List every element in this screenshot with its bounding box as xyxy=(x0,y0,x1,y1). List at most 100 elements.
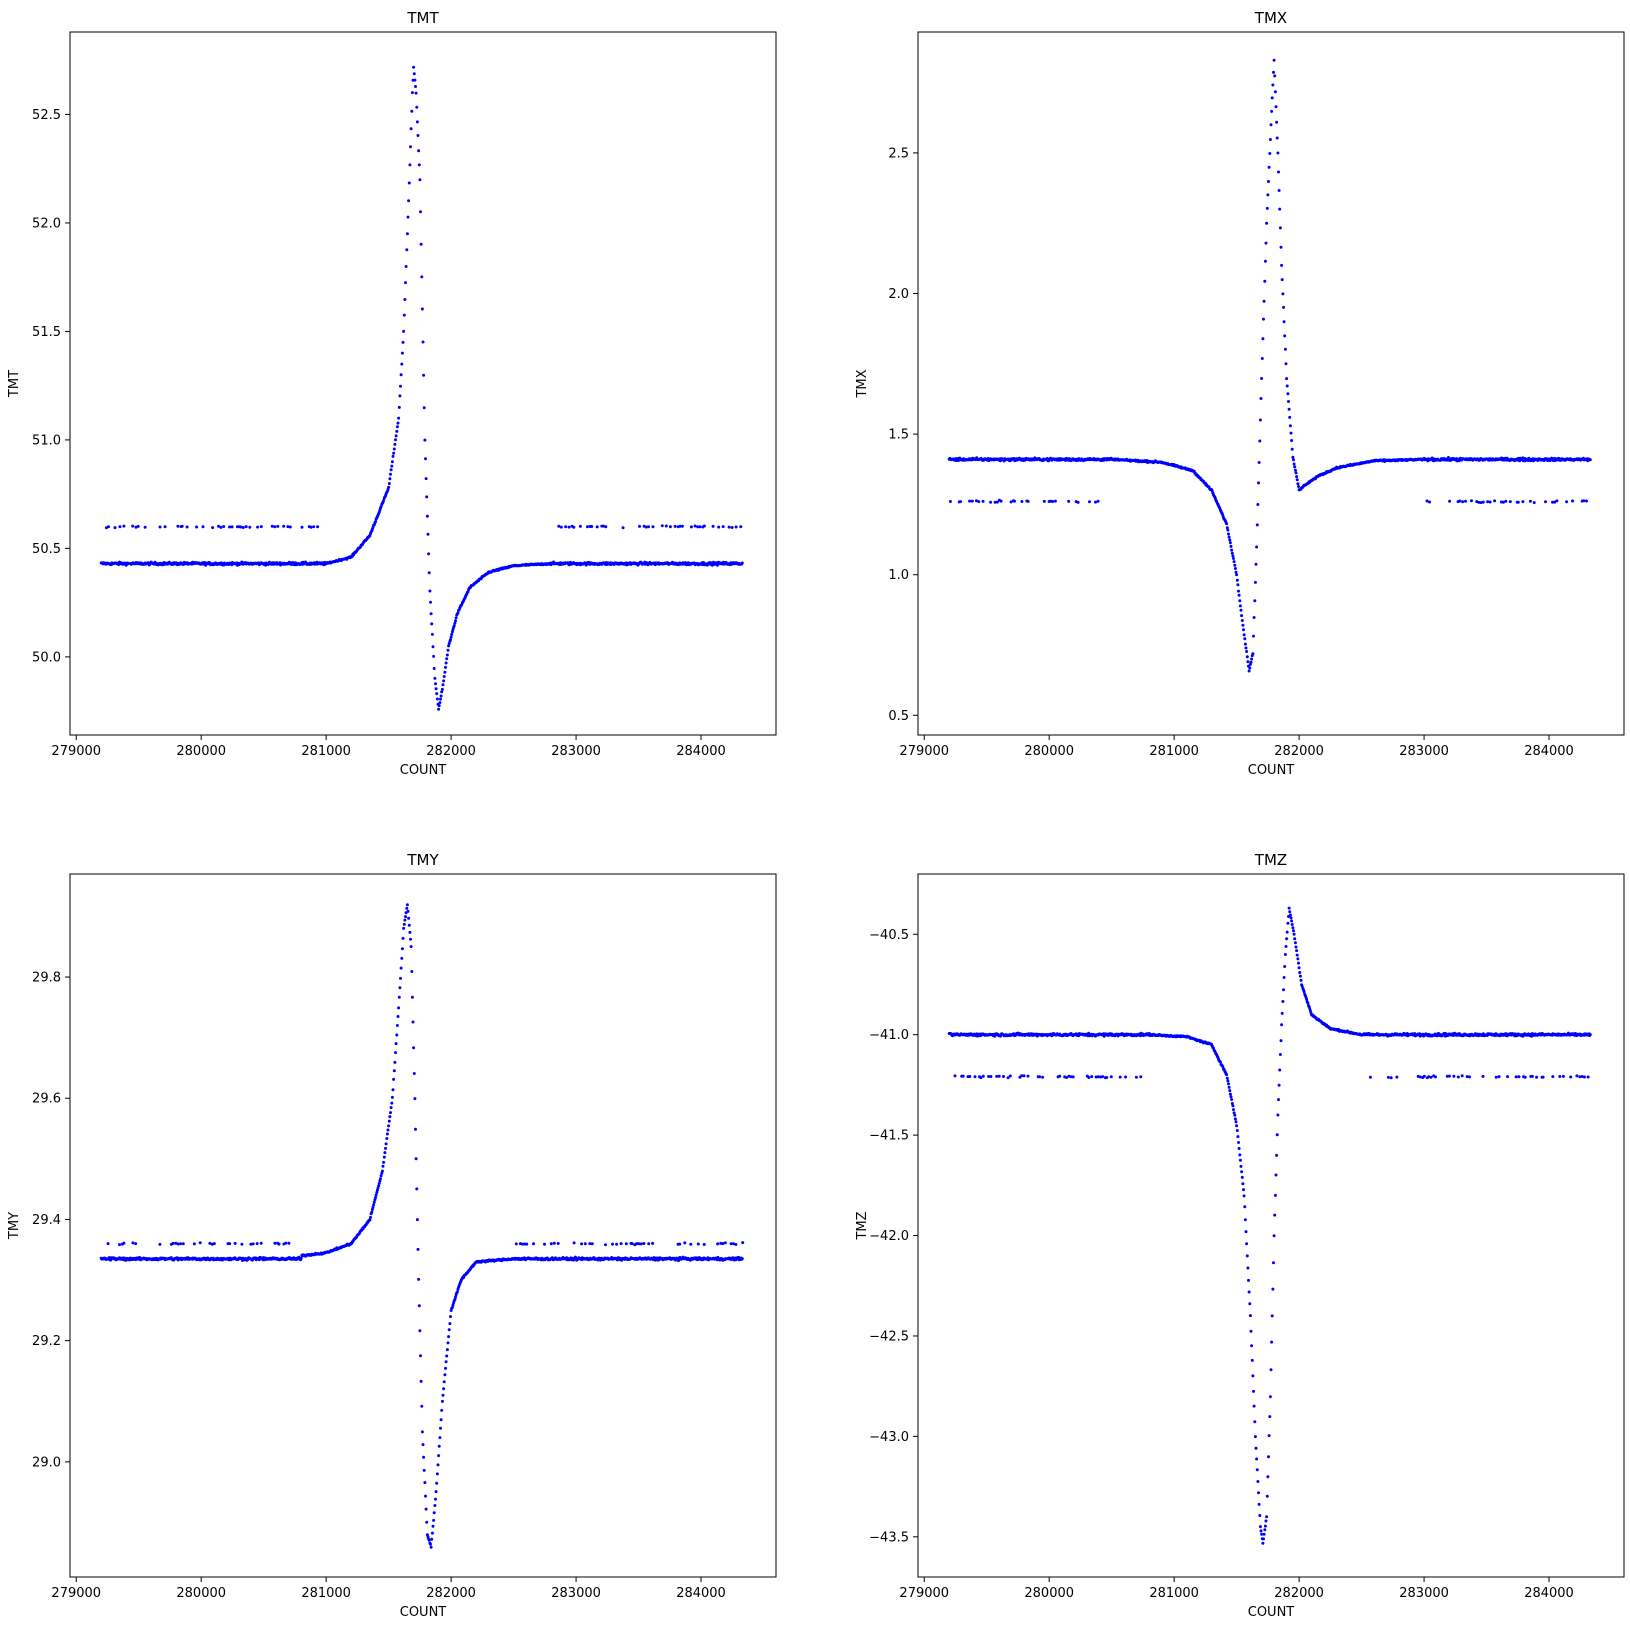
data-point xyxy=(420,275,424,279)
x-axis-label: COUNT xyxy=(400,763,447,778)
scatter-series xyxy=(947,58,1592,673)
data-point xyxy=(401,340,405,344)
data-point xyxy=(1232,1108,1235,1112)
data-point xyxy=(668,525,672,529)
data-point xyxy=(1268,138,1272,141)
data-point xyxy=(407,199,411,203)
data-point xyxy=(1242,633,1246,637)
data-point xyxy=(716,1242,720,1246)
y-tick-label: −41.0 xyxy=(869,1028,909,1043)
data-point xyxy=(180,524,184,528)
data-point xyxy=(407,923,411,927)
scatter-series xyxy=(99,65,744,711)
data-point xyxy=(1259,397,1263,400)
data-point xyxy=(1486,500,1490,504)
data-point xyxy=(1240,1170,1244,1174)
data-point xyxy=(1528,499,1532,503)
data-point xyxy=(1252,1404,1256,1408)
data-point xyxy=(604,1243,607,1247)
data-point xyxy=(1282,305,1285,309)
data-point xyxy=(158,525,162,529)
data-point xyxy=(514,1242,518,1246)
data-point xyxy=(1280,263,1284,267)
data-point xyxy=(1292,932,1296,936)
data-point xyxy=(1263,259,1267,263)
data-point xyxy=(1230,548,1234,552)
data-point xyxy=(1541,1075,1545,1079)
data-point xyxy=(1265,206,1269,210)
data-point xyxy=(1227,532,1230,536)
x-tick-label: 284000 xyxy=(676,744,726,759)
data-point xyxy=(995,1074,999,1078)
data-point xyxy=(440,1399,444,1403)
data-point xyxy=(1261,1541,1265,1545)
data-point xyxy=(185,525,189,529)
data-point xyxy=(1481,1074,1485,1078)
data-point xyxy=(424,1507,428,1511)
data-point xyxy=(1008,1074,1012,1078)
data-point xyxy=(999,499,1003,503)
data-point xyxy=(414,91,418,95)
data-point xyxy=(1277,1098,1280,1102)
data-point xyxy=(198,1241,202,1245)
data-point xyxy=(449,1315,452,1319)
data-point xyxy=(543,1242,546,1246)
axes-frame xyxy=(69,873,777,1578)
data-point xyxy=(702,1243,706,1246)
data-point xyxy=(559,525,563,529)
data-point xyxy=(287,1241,291,1245)
data-point xyxy=(1586,1075,1590,1079)
data-point xyxy=(412,1072,416,1075)
data-point xyxy=(416,134,420,137)
data-point xyxy=(1295,475,1299,479)
data-point xyxy=(1259,1529,1263,1533)
data-point xyxy=(1286,392,1290,396)
data-point xyxy=(987,1075,991,1078)
data-point xyxy=(420,1404,424,1408)
data-point xyxy=(300,525,304,529)
data-point xyxy=(968,1075,972,1078)
data-point xyxy=(445,1354,449,1358)
data-point xyxy=(1264,241,1268,245)
data-point xyxy=(1237,593,1241,597)
data-point xyxy=(312,525,316,529)
data-point xyxy=(380,1169,384,1173)
data-point xyxy=(419,210,422,214)
data-point xyxy=(438,701,442,705)
data-point xyxy=(1291,926,1295,930)
y-tick-label: −43.0 xyxy=(869,1430,909,1445)
data-point xyxy=(1225,526,1229,530)
axes-frame xyxy=(69,31,777,736)
data-point xyxy=(1494,1075,1498,1079)
data-point xyxy=(968,499,972,503)
data-point xyxy=(208,1241,212,1245)
data-point xyxy=(1244,646,1248,650)
data-point xyxy=(434,682,437,686)
x-tick-label: 282000 xyxy=(1274,744,1324,759)
data-point xyxy=(1240,619,1244,622)
data-point xyxy=(981,499,985,503)
data-point xyxy=(721,525,725,529)
y-tick-label: 1.5 xyxy=(888,428,909,443)
data-point xyxy=(1254,562,1258,566)
data-point xyxy=(414,1157,418,1161)
data-point xyxy=(427,552,431,556)
data-point xyxy=(1284,945,1288,948)
data-point xyxy=(402,313,406,317)
data-point xyxy=(1287,906,1291,910)
data-point xyxy=(429,612,433,616)
data-point xyxy=(450,1305,454,1309)
data-point xyxy=(1296,957,1300,961)
data-point xyxy=(1296,482,1300,486)
data-point xyxy=(1530,1074,1534,1078)
data-point xyxy=(1281,292,1285,296)
data-point xyxy=(1298,971,1302,974)
data-point xyxy=(277,1242,281,1246)
data-point xyxy=(429,1545,433,1549)
data-point xyxy=(309,525,313,529)
data-point xyxy=(1287,407,1291,411)
data-point xyxy=(419,242,423,246)
data-point xyxy=(387,1124,391,1128)
y-axis-label: TMX xyxy=(855,369,870,398)
data-point xyxy=(1101,1075,1105,1079)
